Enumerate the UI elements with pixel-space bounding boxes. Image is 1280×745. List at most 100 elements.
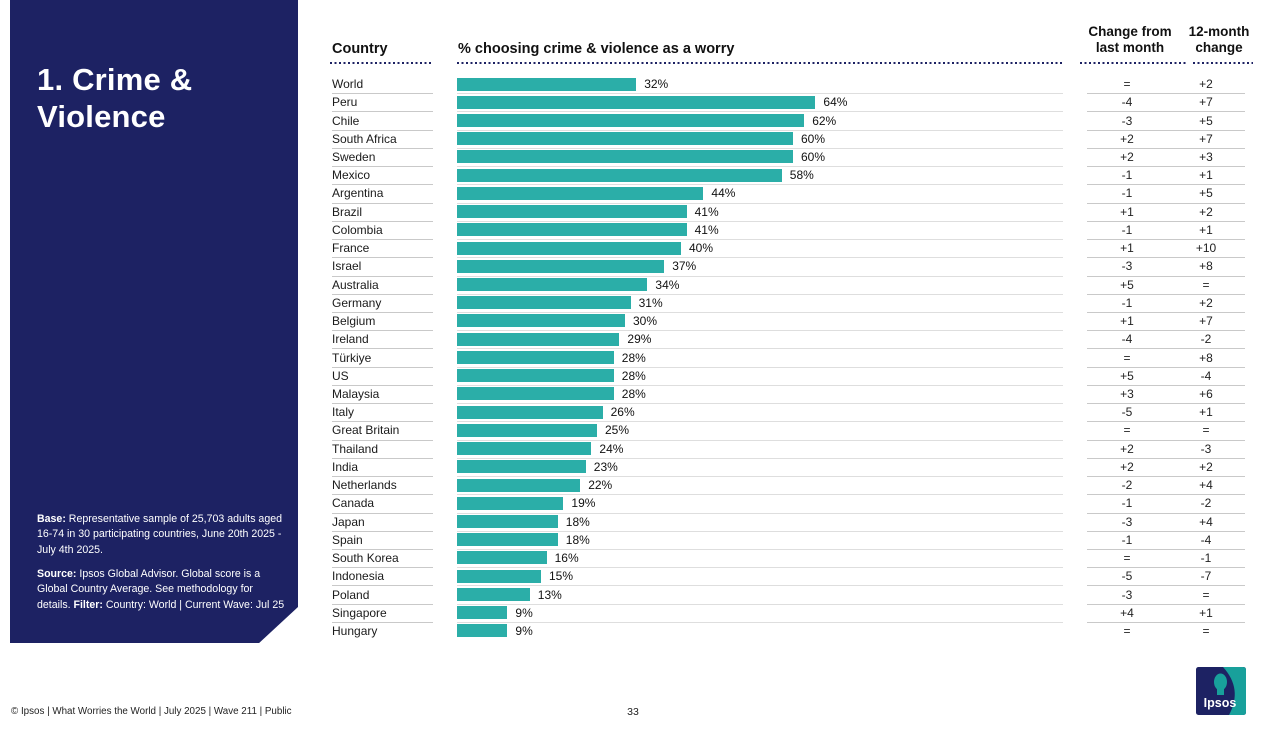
- country-label: World: [332, 75, 433, 95]
- table-row: South Korea 16% = -1: [0, 549, 1280, 569]
- bar: [457, 533, 558, 547]
- table-row: Sweden 60% +2 +3: [0, 148, 1280, 168]
- bar-baseline: [457, 130, 1063, 149]
- table-row: Italy 26% -5 +1: [0, 403, 1280, 423]
- bar-value-label: 44%: [711, 186, 736, 201]
- table-row: Spain 18% -1 -4: [0, 531, 1280, 550]
- change-cell: -1 +1: [1087, 221, 1245, 241]
- dotted-rule-change-month: [1080, 62, 1187, 64]
- change-last-month-value: -3: [1121, 259, 1133, 274]
- column-header-country: Country: [332, 41, 388, 57]
- bar: [457, 460, 586, 474]
- change-last-month-value: +2: [1120, 459, 1134, 474]
- change-last-month-value: -3: [1121, 113, 1133, 128]
- change-cell: -1 +5: [1087, 184, 1245, 204]
- country-label: Peru: [332, 93, 433, 113]
- change-12-month-value: -4: [1200, 532, 1212, 547]
- change-12-month-value: +8: [1199, 350, 1213, 365]
- column-header-measure: % choosing crime & violence as a worry: [458, 41, 735, 57]
- country-label: Thailand: [332, 440, 433, 459]
- country-label: Spain: [332, 531, 433, 550]
- bar-baseline: [457, 385, 1063, 405]
- change-last-month-value: +2: [1120, 131, 1134, 146]
- change-cell: -3 +4: [1087, 513, 1245, 532]
- change-cell: -1 -4: [1087, 531, 1245, 550]
- change-12-month-value: =: [1202, 587, 1210, 602]
- bar-value-label: 28%: [621, 350, 646, 365]
- change-last-month-value: +1: [1120, 241, 1134, 256]
- bar-value-label: 30%: [633, 314, 658, 329]
- change-12-month-value: +2: [1199, 77, 1213, 92]
- change-last-month-value: -2: [1121, 478, 1133, 493]
- table-row: Singapore 9% +4 +1: [0, 604, 1280, 623]
- change-last-month-value: +2: [1120, 441, 1134, 456]
- table-row: Germany 31% -1 +2: [0, 294, 1280, 313]
- change-12-month-value: +4: [1199, 478, 1213, 493]
- bar: [457, 223, 687, 237]
- table-row: Israel 37% -3 +8: [0, 257, 1280, 277]
- change-cell: = =: [1087, 421, 1245, 441]
- table-row: India 23% +2 +2: [0, 458, 1280, 478]
- country-label: Sweden: [332, 148, 433, 168]
- country-label: Mexico: [332, 166, 433, 186]
- change-12-month-value: +1: [1199, 405, 1213, 420]
- change-12-month-value: +2: [1199, 295, 1213, 310]
- change-cell: +2 +2: [1087, 458, 1245, 478]
- change-last-month-value: -3: [1121, 587, 1133, 602]
- change-12-month-value: +3: [1199, 150, 1213, 165]
- change-12-month-value: -2: [1200, 496, 1212, 511]
- change-12-month-value: -4: [1200, 368, 1212, 383]
- bar: [457, 186, 704, 200]
- change-12-month-value: =: [1202, 423, 1210, 438]
- bar-baseline: [457, 276, 1063, 295]
- bar-value-label: 19%: [571, 496, 596, 511]
- table-row: Brazil 41% +1 +2: [0, 203, 1280, 222]
- bar-value-label: 41%: [694, 204, 719, 219]
- bar-value-label: 22%: [588, 478, 613, 493]
- bar-baseline: [457, 312, 1063, 332]
- country-label: Belgium: [332, 312, 433, 332]
- change-last-month-value: -1: [1121, 186, 1133, 201]
- change-cell: -5 -7: [1087, 567, 1245, 587]
- table-row: Great Britain 25% = =: [0, 421, 1280, 441]
- bar-baseline: [457, 111, 1063, 131]
- change-12-month-value: +5: [1199, 113, 1213, 128]
- country-label: Poland: [332, 585, 433, 605]
- bar-value-label: 18%: [565, 514, 590, 529]
- change-12-month-value: +5: [1199, 186, 1213, 201]
- bar-baseline: [457, 604, 1063, 623]
- change-12-month-value: +1: [1199, 222, 1213, 237]
- bar-value-label: 23%: [593, 459, 618, 474]
- country-label: Canada: [332, 494, 433, 514]
- change-cell: = +8: [1087, 348, 1245, 368]
- table-row: Indonesia 15% -5 -7: [0, 567, 1280, 587]
- change-last-month-value: +3: [1120, 387, 1134, 402]
- bar-value-label: 41%: [694, 222, 719, 237]
- bar: [457, 168, 782, 182]
- base-source-notes: Base: Representative sample of 25,703 ad…: [37, 512, 289, 622]
- change-12-month-value: -7: [1200, 569, 1212, 584]
- table-row: Chile 62% -3 +5: [0, 111, 1280, 131]
- change-cell: -1 +2: [1087, 294, 1245, 313]
- bar: [457, 132, 793, 146]
- change-cell: +1 +10: [1087, 239, 1245, 259]
- bar: [457, 515, 558, 529]
- bar-value-label: 13%: [537, 587, 562, 602]
- bar-value-label: 29%: [627, 332, 652, 347]
- country-label: France: [332, 239, 433, 259]
- bar-value-label: 9%: [515, 605, 533, 620]
- bar-value-label: 15%: [549, 569, 574, 584]
- change-12-month-value: +2: [1199, 204, 1213, 219]
- dotted-rule-change-year: [1193, 62, 1253, 64]
- table-row: Canada 19% -1 -2: [0, 494, 1280, 514]
- bar-baseline: [457, 622, 1063, 640]
- change-cell: +2 -3: [1087, 440, 1245, 459]
- change-12-month-value: -2: [1200, 332, 1212, 347]
- table-row: Hungary 9% = =: [0, 622, 1280, 640]
- table-row: Peru 64% -4 +7: [0, 93, 1280, 113]
- change-12-month-value: +1: [1199, 168, 1213, 183]
- dotted-rule-measure: [457, 62, 1064, 64]
- bar: [457, 369, 614, 383]
- bar: [457, 241, 681, 255]
- change-cell: +2 +3: [1087, 148, 1245, 168]
